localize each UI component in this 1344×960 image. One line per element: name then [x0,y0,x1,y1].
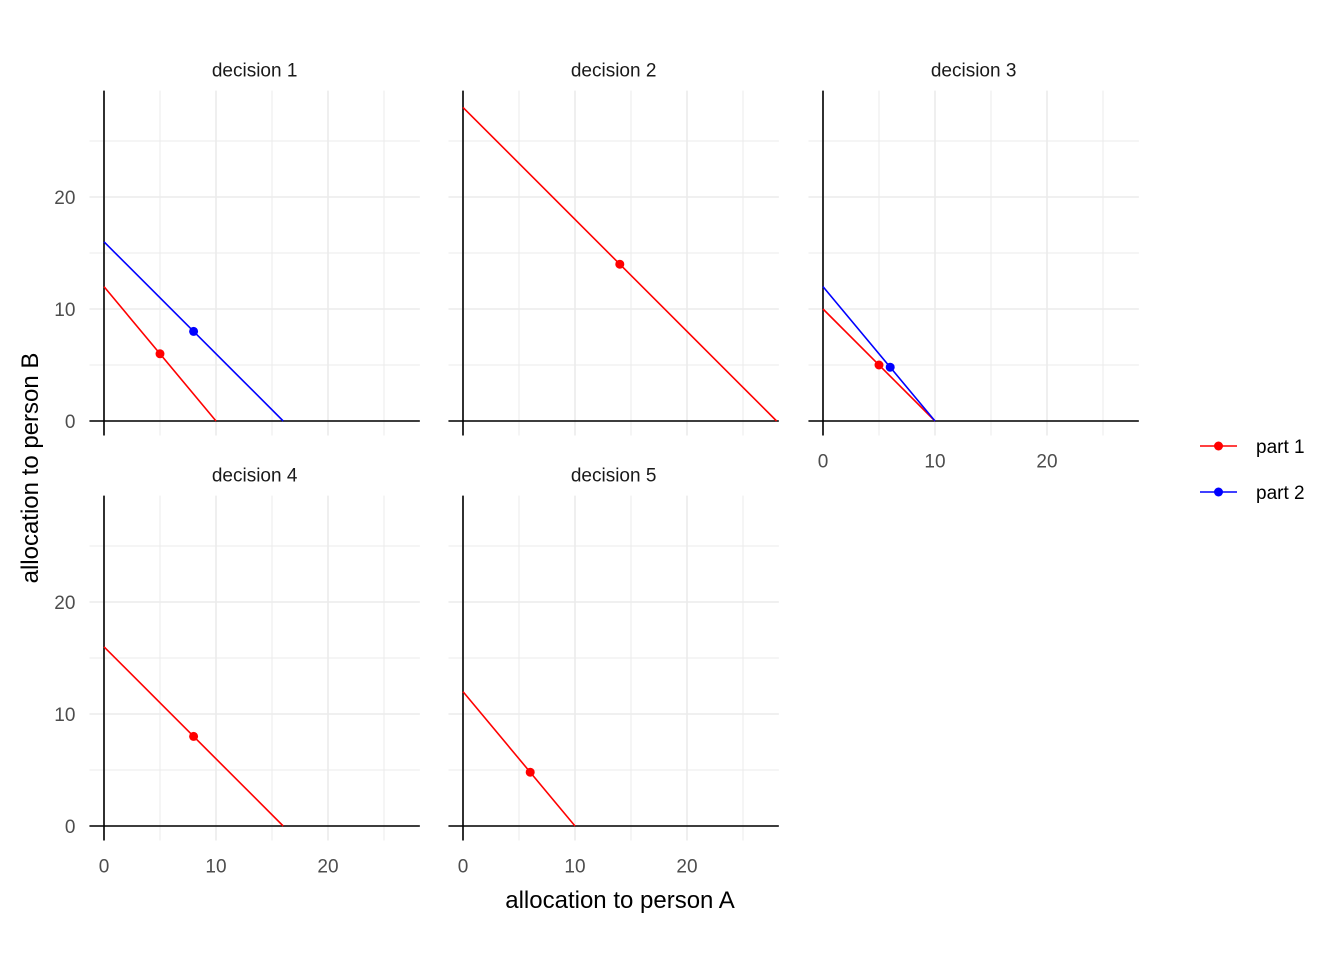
facet-panel-1: decision 1 0 10 20 [54,61,420,436]
x-tick-label: 0 [458,857,469,878]
facet-panel-5: decision 5 0 10 20 [448,466,779,878]
facet-title: decision 3 [931,61,1017,82]
y-tick-label: 0 [65,817,76,838]
facet-title: decision 1 [212,61,298,82]
facet-panel-4: decision 4 0 10 20 0 10 20 [54,466,420,878]
x-tick-label: 10 [924,452,945,473]
facet-title: decision 5 [571,466,657,487]
series-point-part-1 [874,360,884,370]
legend-key-point [1214,441,1223,451]
x-tick-label: 0 [818,452,829,473]
facet-title: decision 2 [571,61,657,82]
y-axis-title: allocation to person B [17,353,44,584]
x-tick-label: 20 [1036,452,1057,473]
series-line-part-2 [822,286,936,422]
series-point-part-1 [615,259,625,269]
y-tick-label: 20 [54,188,75,209]
x-tick-label: 10 [564,857,585,878]
series-point-part-2 [189,326,199,336]
series-point-part-1 [525,767,535,777]
x-tick-label: 0 [99,857,110,878]
facet-title: decision 4 [212,466,298,487]
facet-panel-2: decision 2 [448,61,779,436]
x-tick-label: 10 [205,857,226,878]
legend-key-point [1214,487,1223,497]
y-tick-label: 10 [54,300,75,321]
legend-label: part 2 [1256,483,1305,504]
series-point-part-1 [189,731,199,741]
legend: part 1 part 2 [1200,437,1305,504]
x-tick-label: 20 [676,857,697,878]
y-tick-label: 20 [54,593,75,614]
series-point-part-2 [885,362,895,372]
legend-label: part 1 [1256,437,1305,458]
y-tick-label: 0 [65,412,76,433]
series-point-part-1 [155,349,165,359]
series-line-part-1 [462,691,576,827]
x-axis-title: allocation to person A [505,887,735,914]
facet-panel-3: decision 3 0 10 20 [808,61,1139,473]
x-tick-label: 20 [317,857,338,878]
y-tick-label: 10 [54,705,75,726]
